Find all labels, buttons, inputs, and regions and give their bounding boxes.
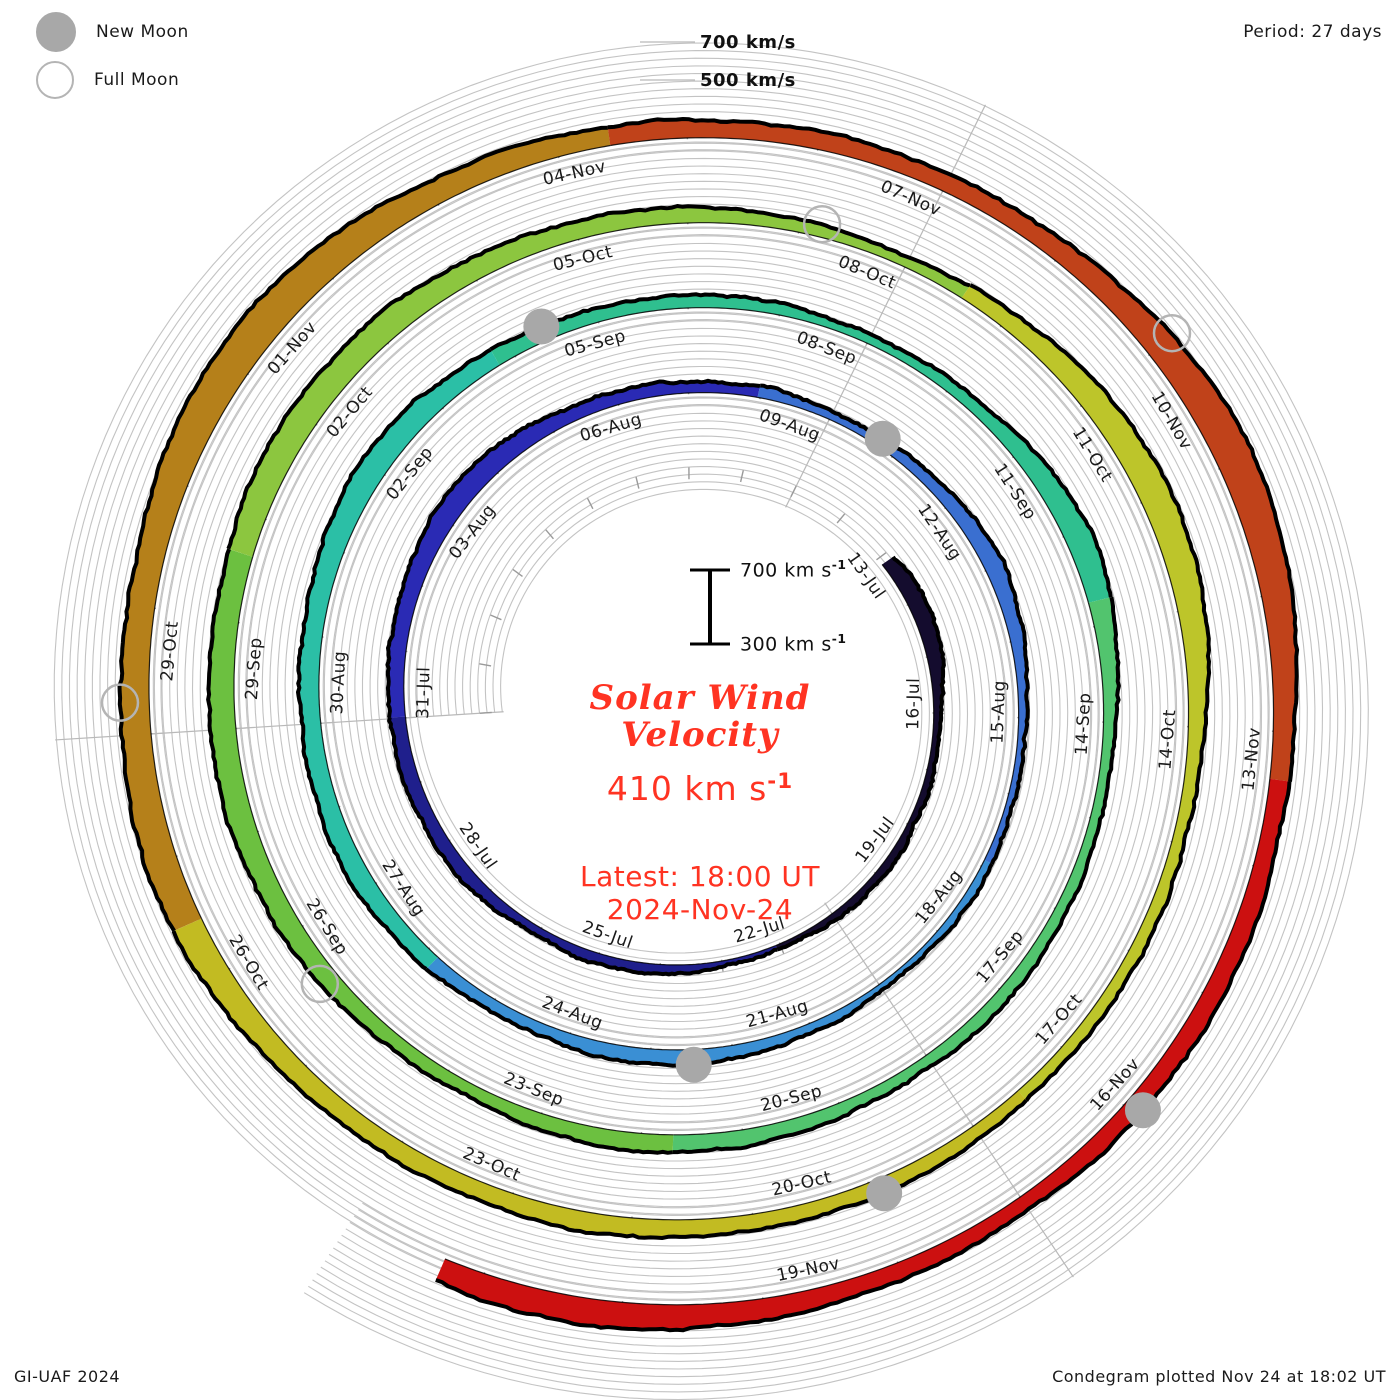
scale-bar-bottom-label: 300 km s-1: [740, 632, 846, 655]
legend-item-new-moon: New Moon: [24, 8, 364, 56]
date-label: 29-Sep: [242, 637, 266, 701]
period-label: Period: 27 days: [1243, 22, 1382, 42]
plot-timestamp: Condegram plotted Nov 24 at 18:02 UT: [1052, 1367, 1386, 1386]
date-label: 25-Jul: [580, 917, 636, 953]
date-label: 05-Oct: [551, 242, 615, 276]
scale-bar-bottom-text: 300 km s: [740, 633, 832, 656]
spiral-data-bands: [117, 117, 1300, 1333]
date-label: 20-Sep: [759, 1081, 825, 1116]
legend-label-full-moon: Full Moon: [94, 70, 180, 90]
radial-tick-500: 500 km/s: [700, 70, 796, 91]
velocity-scale-bar: 700 km s-1 300 km s-1: [672, 558, 902, 660]
date-label: 14-Sep: [1072, 692, 1096, 756]
date-label: 29-Oct: [157, 620, 183, 682]
radial-tick-700: 700 km/s: [700, 32, 796, 53]
date-label: 30-Aug: [327, 650, 350, 715]
credit-label: GI-UAF 2024: [14, 1367, 121, 1386]
date-label: 14-Oct: [1155, 709, 1180, 771]
date-label: 16-Jul: [903, 677, 924, 730]
date-label: 31-Jul: [413, 666, 434, 719]
moon-phase-markers: [100, 204, 1192, 1212]
date-label: 05-Sep: [562, 326, 628, 361]
date-label: 22-Jul: [732, 913, 788, 947]
scale-bar-top-exp: -1: [831, 558, 847, 572]
scale-bar-top-text: 700 km s: [740, 559, 832, 582]
date-label: 15-Aug: [988, 680, 1010, 744]
open-circle-icon: [36, 61, 74, 99]
date-label: 13-Nov: [1238, 726, 1265, 792]
scale-bar-top-label: 700 km s-1: [740, 558, 846, 581]
moon-phase-legend: New Moon Full Moon: [24, 8, 364, 104]
scale-bar-glyph: [690, 568, 730, 646]
legend-label-new-moon: New Moon: [96, 22, 189, 42]
scale-bar-bottom-exp: -1: [831, 632, 847, 646]
filled-circle-icon: [36, 12, 76, 52]
legend-item-full-moon: Full Moon: [24, 56, 364, 104]
